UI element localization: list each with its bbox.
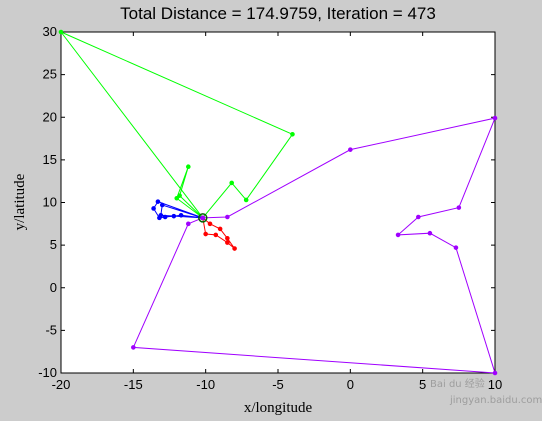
city-point	[203, 231, 208, 237]
watermark-site: jingyan.baidu.com	[449, 395, 542, 406]
city-point	[395, 232, 401, 238]
city-point	[58, 29, 64, 35]
y-tick-label: 5	[50, 237, 57, 252]
x-tick-label: 0	[347, 377, 354, 392]
city-point	[178, 212, 184, 218]
y-tick-label: 15	[43, 152, 57, 167]
y-tick-label: 25	[43, 67, 57, 82]
x-tick-label: 5	[419, 377, 426, 392]
x-tick-label: 10	[488, 377, 502, 392]
axis-ticks: -20 -15 -10 -5 0 5 10 -10 -5 0 5 10 15 20 25 30	[38, 24, 502, 392]
city-markers	[58, 29, 498, 376]
x-tick-label: -15	[124, 377, 143, 392]
x-axis-label: x/longitude	[244, 400, 313, 416]
city-point	[174, 195, 180, 201]
city-point	[492, 370, 498, 376]
city-point	[225, 236, 230, 241]
city-point	[162, 214, 168, 220]
city-point	[456, 205, 462, 210]
city-point	[177, 193, 182, 198]
watermark: Bai du 经验 jingyan.baidu.com	[430, 377, 542, 406]
city-point	[200, 215, 206, 221]
y-tick-label: 20	[43, 109, 57, 124]
city-point	[207, 221, 213, 227]
city-point	[213, 232, 219, 238]
depot-marker	[198, 213, 208, 223]
city-point	[232, 246, 237, 251]
y-tick-label: 0	[50, 280, 57, 295]
city-point	[131, 345, 136, 350]
city-point	[225, 240, 230, 245]
city-point	[151, 206, 156, 211]
city-point	[492, 115, 498, 121]
city-point	[155, 199, 161, 204]
city-point	[453, 245, 459, 250]
city-point	[171, 213, 177, 219]
x-tick-label: -5	[272, 377, 284, 392]
route-line-1	[60, 31, 294, 219]
y-tick-label: -5	[45, 322, 57, 337]
city-point	[416, 214, 421, 220]
city-point	[427, 230, 433, 236]
city-point	[243, 197, 249, 203]
city-point	[290, 132, 295, 137]
city-point	[186, 164, 191, 169]
city-point	[225, 214, 230, 220]
y-tick-label: 10	[43, 195, 57, 210]
city-point	[217, 226, 223, 232]
x-tick-label: -20	[52, 377, 71, 392]
plot-area	[60, 31, 496, 374]
y-axis-label: y/latitude	[12, 173, 28, 230]
city-point	[159, 202, 165, 208]
city-point	[229, 180, 235, 186]
y-tick-label: 30	[43, 24, 57, 39]
city-point	[158, 212, 164, 218]
chart-title: Total Distance = 174.9759, Iteration = 4…	[120, 4, 436, 23]
y-tick-label: -10	[38, 365, 57, 380]
watermark-brand: Bai du 经验	[430, 377, 485, 390]
x-tick-label: -10	[196, 377, 215, 392]
city-point	[186, 221, 191, 227]
city-point	[348, 147, 353, 152]
